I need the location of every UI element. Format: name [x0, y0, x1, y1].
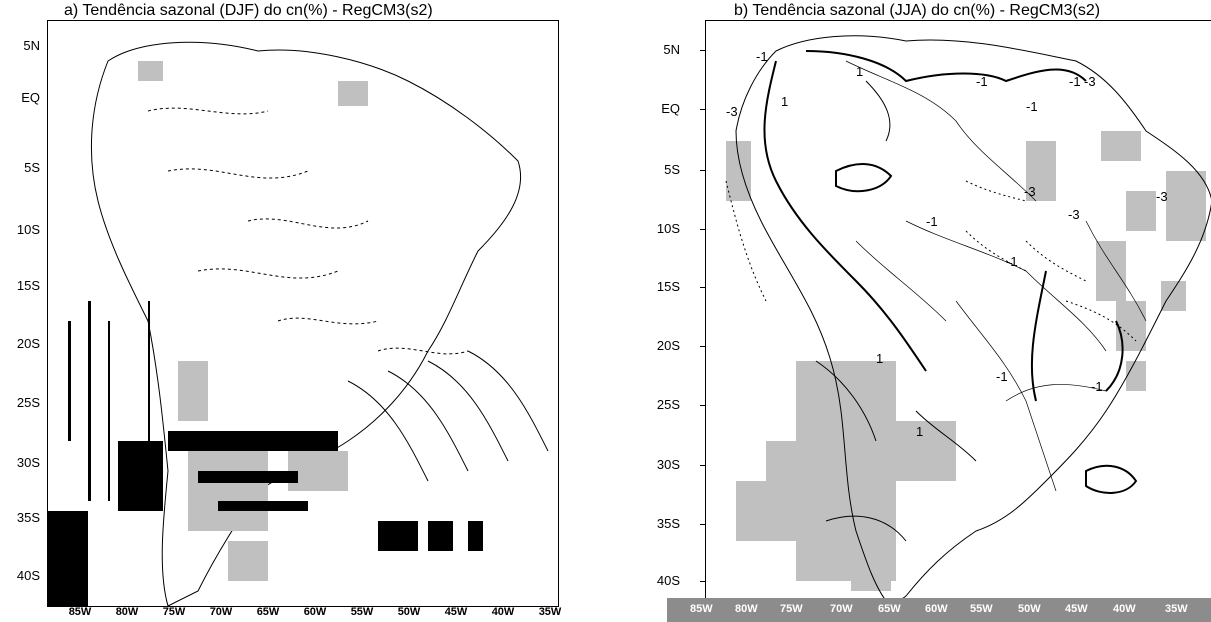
x-axis-band — [667, 598, 1211, 622]
contours — [147, 107, 469, 355]
shaded-regions — [726, 131, 1206, 591]
x-tick-label: 55W — [970, 603, 993, 615]
contour-label-layer: -1 -1 -3 -3 -3 -3 -1 -1 -1 -1 -1 1 1 1 -… — [726, 49, 1168, 439]
map-canvas — [725, 35, 1211, 607]
x-tick-label: 55W — [350, 606, 374, 618]
contour-label: -3 — [726, 104, 738, 119]
contour-label: -1 — [1026, 99, 1038, 114]
y-tick — [700, 581, 705, 582]
y-tick-label: 5N — [663, 42, 680, 57]
dotted-contours — [725, 180, 1137, 342]
x-tick-label: 85W — [68, 606, 92, 618]
south-america-outline — [735, 35, 1211, 607]
contour-label: -1 — [1069, 74, 1081, 89]
y-tick — [700, 109, 705, 110]
x-tick-label: 45W — [1065, 603, 1088, 615]
y-tick-label: 30S — [16, 455, 40, 470]
map-frame: -1 -1 -3 -3 -3 -3 -1 -1 -1 -1 -1 1 1 1 -… — [705, 20, 1211, 608]
contour-label: 1 — [781, 94, 788, 109]
map-panel-jja: b) Tendência sazonal (JJA) do cn(%) - Re… — [620, 0, 1211, 622]
y-tick-label: 10S — [16, 222, 40, 237]
artifact-arcs — [347, 350, 549, 482]
x-tick-label: 35W — [538, 606, 562, 618]
y-tick — [700, 524, 705, 525]
x-tick-label: 45W — [444, 606, 468, 618]
x-tick-label: 60W — [303, 606, 327, 618]
contour-label: 1 — [856, 64, 863, 79]
x-tick-label: 35W — [1165, 603, 1188, 615]
y-tick-label: 20S — [656, 338, 680, 353]
y-tick-label: 30S — [656, 457, 680, 472]
x-tick-label: 60W — [925, 603, 948, 615]
y-tick — [700, 229, 705, 230]
contour-label: -1 — [1006, 254, 1018, 269]
x-tick-label: 50W — [1018, 603, 1041, 615]
panel-title: b) Tendência sazonal (JJA) do cn(%) - Re… — [734, 2, 1101, 19]
map-canvas — [48, 41, 549, 606]
y-tick-label: 15S — [16, 278, 40, 293]
y-tick — [700, 405, 705, 406]
x-tick-label: 85W — [690, 603, 713, 615]
panel-title: a) Tendência sazonal (DJF) do cn(%) - Re… — [64, 2, 433, 19]
x-tick-label: 75W — [162, 606, 186, 618]
y-tick-label: 5S — [664, 162, 680, 177]
y-tick — [700, 170, 705, 171]
map-panel-djf: a) Tendência sazonal (DJF) do cn(%) - Re… — [0, 0, 580, 622]
contour-label: -1 — [926, 214, 938, 229]
y-tick — [700, 50, 705, 51]
contour-label: 1 — [916, 424, 923, 439]
contour-label: -1 — [1091, 379, 1103, 394]
y-tick-label: 40S — [656, 573, 680, 588]
contour-label: -3 — [1084, 74, 1096, 89]
y-tick-label: 15S — [656, 279, 680, 294]
south-america-outline — [90, 41, 522, 606]
map-frame — [47, 20, 559, 607]
x-tick-label: 80W — [735, 603, 758, 615]
y-tick — [700, 346, 705, 347]
x-tick-label: 65W — [878, 603, 901, 615]
y-tick-label: 40S — [16, 568, 40, 583]
thin-contours — [815, 80, 977, 542]
y-tick-label: 35S — [16, 510, 40, 525]
y-tick-label: 25S — [16, 395, 40, 410]
x-tick-label: 75W — [780, 603, 803, 615]
y-tick-label: 20S — [16, 336, 40, 351]
y-tick-label: 5N — [23, 38, 40, 53]
y-tick-label: EQ — [661, 101, 680, 116]
y-tick — [700, 465, 705, 466]
y-tick-label: 10S — [656, 221, 680, 236]
y-tick-label: 35S — [656, 516, 680, 531]
contour-label: -3 — [1068, 207, 1080, 222]
country-borders — [845, 60, 1147, 492]
contour-label: -3 — [1024, 184, 1036, 199]
contour-label: -1 — [996, 369, 1008, 384]
x-tick-label: 65W — [256, 606, 280, 618]
thick-contours — [763, 50, 1138, 494]
contour-label: -1 — [756, 49, 768, 64]
x-tick-label: 70W — [209, 606, 233, 618]
y-tick-label: EQ — [21, 90, 40, 105]
x-tick-label: 40W — [1113, 603, 1136, 615]
contour-label: -1 — [976, 74, 988, 89]
y-tick-label: 5S — [24, 160, 40, 175]
y-tick-label: 25S — [656, 397, 680, 412]
x-tick-label: 40W — [491, 606, 515, 618]
x-tick-label: 80W — [115, 606, 139, 618]
x-tick-label: 50W — [397, 606, 421, 618]
x-tick-label: 70W — [830, 603, 853, 615]
rendering-artifacts — [48, 301, 483, 606]
contour-label: 1 — [876, 351, 883, 366]
y-tick — [700, 287, 705, 288]
contour-label: -3 — [1156, 189, 1168, 204]
